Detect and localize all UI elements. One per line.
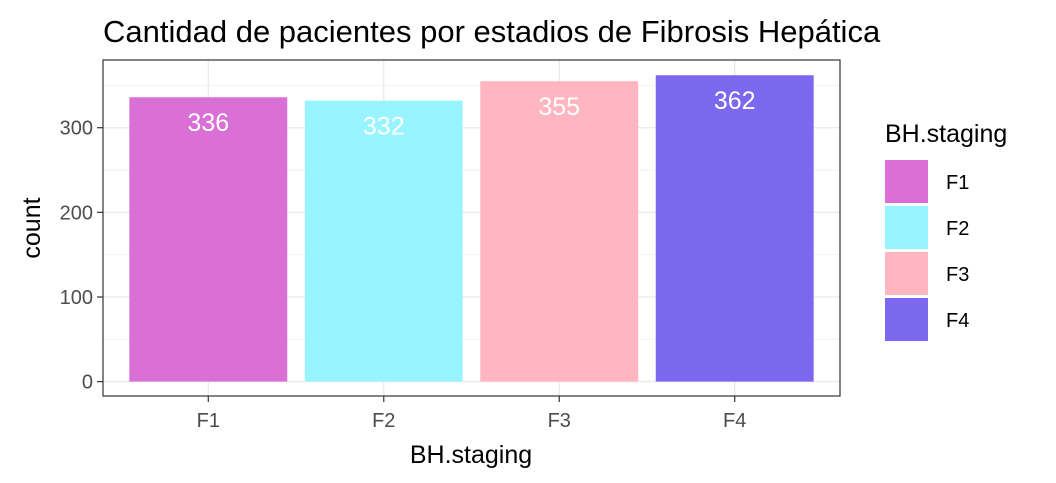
x-tick-label: F3 (548, 410, 571, 432)
x-axis-title: BH.staging (410, 441, 532, 469)
y-tick-label: 300 (60, 118, 93, 140)
x-tick-label: F2 (372, 410, 395, 432)
y-tick-label: 200 (60, 202, 93, 224)
legend-title: BH.staging (885, 120, 1007, 148)
chart-title: Cantidad de pacientes por estadios de Fi… (103, 14, 881, 49)
legend-key-f3 (885, 252, 928, 295)
bars (129, 75, 814, 382)
legend-items: F1 F2 F3 F4 (885, 160, 969, 341)
bar-f3 (480, 81, 639, 382)
legend: BH.staging F1 F2 F3 F4 (885, 120, 1007, 341)
bar-f2 (304, 100, 463, 382)
data-label-f4: 362 (714, 87, 756, 115)
legend-key-f2 (885, 206, 928, 249)
y-axis: 0 100 200 300 (60, 118, 103, 394)
x-axis: F1 F2 F3 F4 (197, 396, 746, 432)
plot-panel: 336 332 355 362 (102, 59, 841, 397)
legend-label-f2: F2 (946, 218, 969, 240)
legend-label-f1: F1 (946, 172, 969, 194)
legend-key-f4 (885, 298, 928, 341)
data-labels: 336 332 355 362 (187, 87, 755, 140)
legend-label-f3: F3 (946, 264, 969, 286)
bar-f1 (129, 97, 288, 382)
legend-key-f1 (885, 160, 928, 203)
legend-label-f4: F4 (946, 310, 969, 332)
plot-border (102, 59, 841, 397)
bar-f4 (655, 75, 814, 382)
y-tick-label: 0 (82, 372, 93, 394)
data-label-f1: 336 (187, 109, 229, 137)
data-label-f3: 355 (538, 93, 580, 121)
y-axis-title: count (18, 197, 46, 258)
data-label-f2: 332 (363, 113, 405, 141)
y-tick-label: 100 (60, 287, 93, 309)
x-tick-label: F1 (197, 410, 220, 432)
x-tick-label: F4 (723, 410, 746, 432)
